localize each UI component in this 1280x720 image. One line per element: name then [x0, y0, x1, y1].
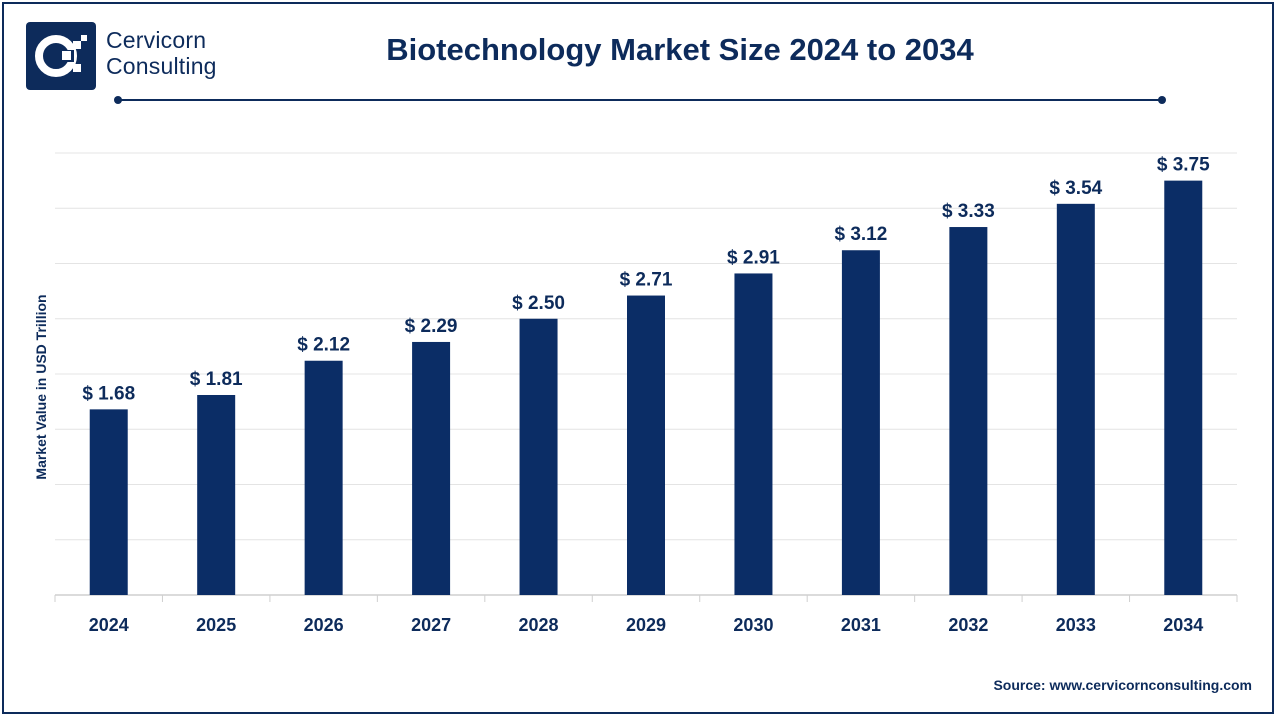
x-tick-label-2027: 2027 — [411, 615, 451, 635]
bar-2026 — [304, 360, 343, 595]
x-tick-label-2031: 2031 — [841, 615, 881, 635]
bar-2027 — [412, 341, 451, 595]
x-tick-label-2030: 2030 — [733, 615, 773, 635]
x-tick-label-2026: 2026 — [304, 615, 344, 635]
data-label-2024: $ 1.68 — [82, 383, 135, 404]
bar-2031 — [841, 250, 880, 596]
bar-2033 — [1056, 203, 1095, 595]
x-tick-label-2028: 2028 — [519, 615, 559, 635]
bar-2024 — [89, 409, 128, 595]
data-label-2031: $ 3.12 — [834, 224, 887, 245]
bar-2028 — [519, 318, 558, 595]
brand-line-1: Cervicorn — [106, 27, 207, 53]
brand-name: Cervicorn Consulting — [106, 27, 217, 79]
x-tick-label-2033: 2033 — [1056, 615, 1096, 635]
data-label-2034: $ 3.75 — [1157, 155, 1210, 176]
x-tick-label-2029: 2029 — [626, 615, 666, 635]
bar-2029 — [627, 295, 665, 595]
data-label-2029: $ 2.71 — [620, 270, 673, 291]
source-note: Source: www.cervicornconsulting.com — [993, 677, 1252, 693]
bar-2034 — [1164, 180, 1203, 595]
bar-2030 — [734, 273, 773, 595]
x-tick-label-2034: 2034 — [1163, 615, 1203, 635]
chart-title: Biotechnology Market Size 2024 to 2034 — [386, 32, 974, 67]
data-label-2028: $ 2.50 — [512, 293, 565, 314]
data-label-2026: $ 2.12 — [297, 335, 350, 356]
title-underline — [114, 96, 1166, 104]
bar-2032 — [949, 227, 988, 595]
data-label-2027: $ 2.29 — [405, 316, 458, 337]
x-tick-label-2024: 2024 — [89, 615, 129, 635]
data-label-2030: $ 2.91 — [727, 247, 780, 268]
data-label-2025: $ 1.81 — [190, 369, 243, 390]
data-label-2033: $ 3.54 — [1049, 178, 1102, 199]
cervicorn-logo-icon — [26, 22, 96, 90]
x-tick-label-2025: 2025 — [196, 615, 236, 635]
bar-2025 — [197, 394, 236, 595]
brand-line-2: Consulting — [106, 53, 217, 79]
x-tick-label-2032: 2032 — [948, 615, 988, 635]
data-label-2032: $ 3.33 — [942, 201, 995, 222]
